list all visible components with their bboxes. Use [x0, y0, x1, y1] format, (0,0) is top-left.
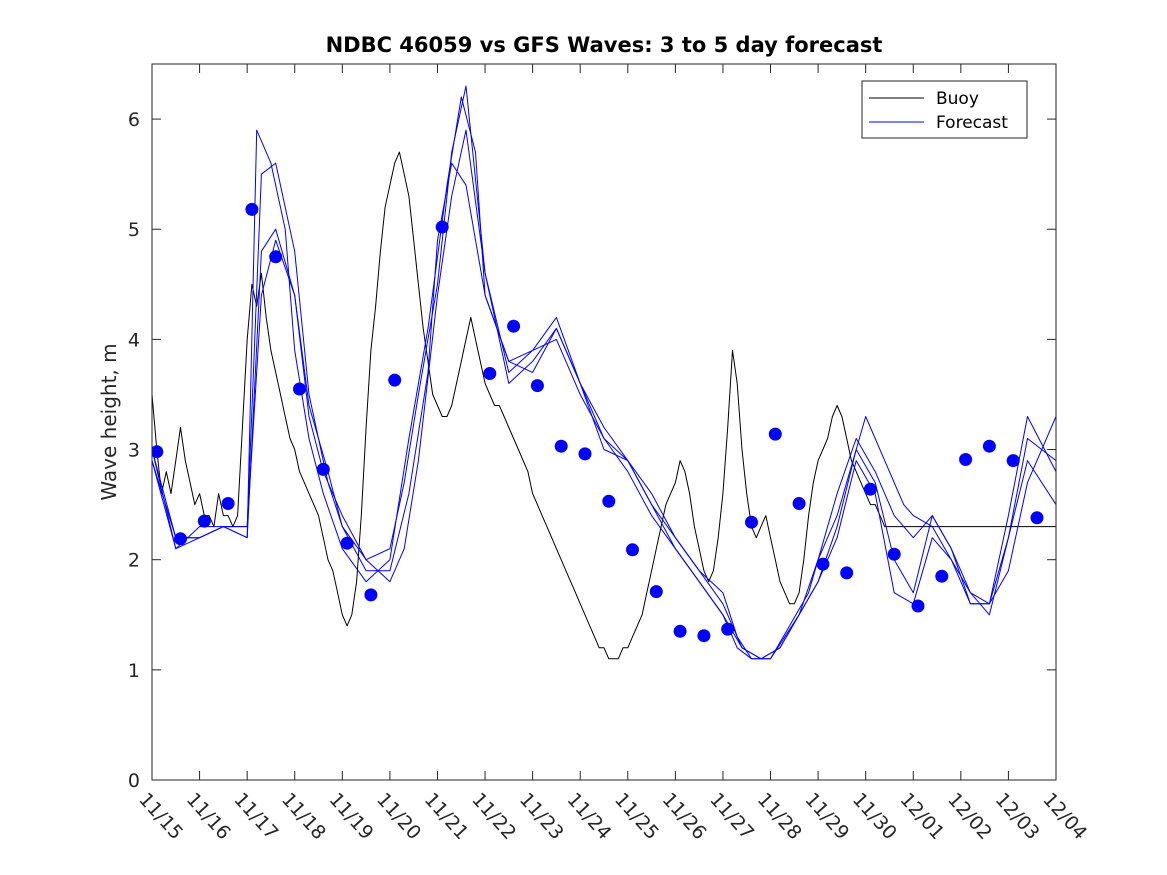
y-axis-label: Wave height, m: [97, 343, 121, 500]
forecast-point: [578, 447, 592, 461]
forecast-point: [745, 515, 758, 529]
forecast-point: [697, 629, 711, 643]
forecast-point: [269, 250, 283, 264]
forecast-point: [435, 220, 449, 234]
forecast-point: [221, 497, 235, 510]
forecast-point: [673, 624, 687, 638]
forecast-point: [887, 547, 901, 561]
forecast-point: [152, 445, 164, 459]
forecast-series-line: [152, 129, 1056, 660]
forecast-point: [554, 439, 568, 453]
forecast-point: [982, 439, 996, 453]
forecast-point: [816, 557, 830, 571]
forecast-point: [1030, 511, 1044, 525]
forecast-point: [792, 497, 806, 510]
y-tick-label: 0: [128, 770, 140, 792]
axes-frame: [151, 63, 1057, 781]
forecast-point: [626, 543, 639, 557]
plot-area: [152, 64, 1056, 780]
forecast-point: [507, 319, 521, 333]
legend-buoy-label: Buoy: [936, 89, 979, 109]
y-axis: 0 1 2 3 4 5 6: [128, 109, 1056, 792]
forecast-point: [483, 367, 497, 380]
y-tick-label: 5: [128, 219, 140, 241]
forecast-point: [388, 373, 402, 387]
forecast-point: [1006, 454, 1020, 468]
y-tick-label: 4: [128, 329, 140, 351]
forecast-point: [935, 569, 949, 583]
y-tick-label: 3: [128, 440, 140, 462]
y-tick-label: 1: [128, 660, 140, 682]
forecast-series-line: [152, 96, 1056, 660]
forecast-series-line: [152, 85, 1056, 660]
buoy-series-line: [152, 151, 1056, 660]
forecast-point: [649, 585, 663, 599]
legend-box: [861, 80, 1028, 139]
forecast-point: [316, 462, 330, 476]
y-tick-label: 6: [128, 109, 140, 131]
forecast-point: [721, 622, 735, 636]
legend: Buoy Forecast: [861, 80, 1028, 139]
forecast-point: [863, 482, 877, 496]
forecast-point: [840, 566, 854, 580]
forecast-point: [530, 379, 544, 393]
forecast-point: [364, 588, 378, 602]
forecast-point: [197, 514, 211, 528]
y-tick-label: 2: [128, 550, 140, 572]
forecast-point: [293, 382, 306, 396]
forecast-point: [768, 427, 782, 441]
forecast-point: [340, 536, 354, 550]
series-layer: [152, 85, 1056, 660]
forecast-point: [245, 202, 259, 216]
forecast-point: [602, 494, 616, 508]
legend-forecast-label: Forecast: [936, 113, 1008, 133]
forecast-point: [174, 532, 187, 546]
chart-title: NDBC 46059 vs GFS Waves: 3 to 5 day fore…: [326, 33, 883, 57]
forecast-point: [911, 599, 925, 613]
forecast-point: [959, 453, 973, 466]
